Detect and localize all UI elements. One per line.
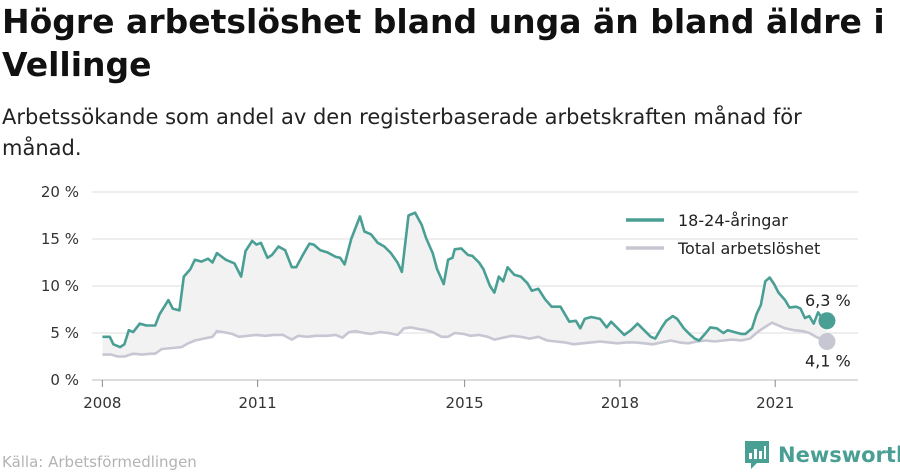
x-tick-label: 2018 <box>601 394 639 412</box>
x-tick-label: 2015 <box>446 394 484 412</box>
series-line-total <box>102 321 828 358</box>
legend-label: Total arbetslöshet <box>677 239 820 258</box>
series-line-18-24 <box>102 211 828 349</box>
y-axis-ticks: 0 % 5 % 10 % 15 % 20 % <box>41 183 79 389</box>
y-tick-label: 0 % <box>50 371 79 389</box>
chart-subtitle: Arbetssökande som andel av den registerb… <box>2 105 802 160</box>
end-markers: 6,3 % 4,1 % <box>805 291 851 371</box>
end-label-total: 4,1 % <box>805 351 851 370</box>
chart-title: Högre arbetslöshet bland unga än bland ä… <box>2 2 885 84</box>
x-axis-ticks: 2008 2011 2015 2018 2021 <box>83 380 794 412</box>
end-label-18-24: 6,3 % <box>805 291 851 310</box>
end-dot-18-24 <box>818 312 836 330</box>
end-dot-total <box>818 332 836 350</box>
y-tick-label: 15 % <box>41 230 79 248</box>
series-lines <box>102 211 828 358</box>
legend: 18-24-åringar Total arbetslöshet <box>626 211 820 258</box>
x-tick-label: 2008 <box>83 394 121 412</box>
x-tick-label: 2021 <box>756 394 794 412</box>
gap-area <box>102 212 827 357</box>
brand-logo[interactable]: Newsworthy <box>744 440 900 470</box>
newsworthy-bar-logo-icon <box>745 441 769 469</box>
source-note: Källa: Arbetsförmedlingen <box>2 453 197 471</box>
x-tick-label: 2011 <box>239 394 277 412</box>
y-tick-label: 5 % <box>50 324 79 342</box>
y-tick-label: 20 % <box>41 183 79 201</box>
brand-name: Newsworthy <box>778 443 900 467</box>
y-tick-label: 10 % <box>41 277 79 295</box>
line-chart: 0 %5 %10 %15 %20 % 2008 2011 2015 2018 2021 … <box>41 183 858 412</box>
legend-label: 18-24-åringar <box>678 211 788 230</box>
